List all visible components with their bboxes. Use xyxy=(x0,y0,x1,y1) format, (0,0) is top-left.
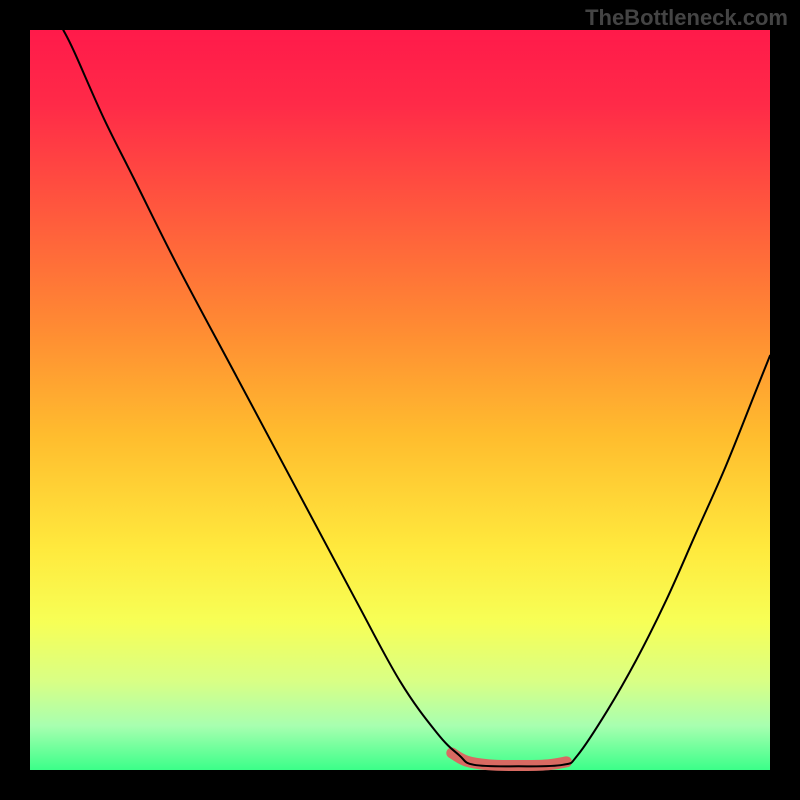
watermark-label: TheBottleneck.com xyxy=(585,5,788,31)
chart-plot-bg xyxy=(30,30,770,770)
chart-container: TheBottleneck.com xyxy=(0,0,800,800)
bottleneck-chart xyxy=(0,0,800,800)
